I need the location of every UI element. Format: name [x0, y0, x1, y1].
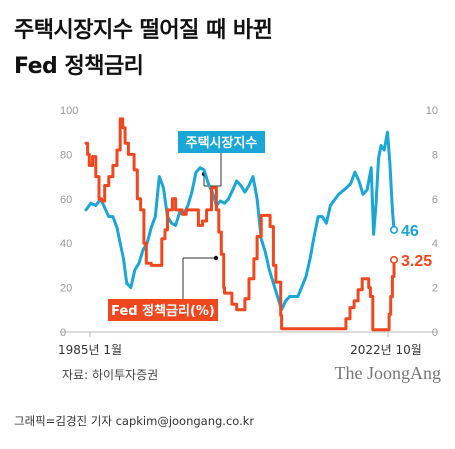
y-right-tick-label: 0 — [432, 327, 438, 339]
x-end-label: 2022년 10월 — [350, 343, 422, 357]
y-left-tick-label: 20 — [60, 283, 72, 295]
y-left-tick-label: 40 — [60, 238, 72, 250]
housing-label-box — [178, 131, 265, 153]
source-note: 자료: 하이투자증권 — [62, 368, 159, 382]
y-left-tick-label: 100 — [60, 105, 78, 117]
y-right-tick-label: 10 — [426, 105, 438, 117]
y-left-tick-label: 0 — [60, 327, 66, 339]
y-left-tick-label: 60 — [60, 194, 72, 206]
y-left-tick-label: 80 — [60, 149, 72, 161]
y-right-tick-label: 4 — [432, 238, 438, 250]
y-right-tick-label: 6 — [432, 194, 438, 206]
y-right-tick-label: 8 — [432, 149, 438, 161]
fed-end-label: 3.25 — [401, 253, 432, 270]
graphic-credit: 그래픽=김경진 기자 capkim@joongang.co.kr — [14, 414, 255, 428]
housing-end-point — [389, 225, 398, 234]
fed-leader-dot — [213, 255, 219, 261]
fed-label-box — [108, 299, 218, 321]
housing-annotation: 주택시장지수 — [178, 131, 265, 187]
fed-end-point — [389, 255, 398, 264]
series-layer: 463.25 — [84, 117, 432, 332]
brand-logo: The JoongAng — [334, 363, 442, 383]
chart-title-line-2: Fed 정책금리 — [14, 54, 144, 79]
housing-series-line — [84, 130, 396, 312]
fed-series-line — [84, 117, 396, 332]
housing-label: 주택시장지수 — [186, 135, 258, 151]
fed-annotation: Fed 정책금리(%) — [108, 255, 219, 321]
housing-end-label: 46 — [401, 223, 419, 240]
y-right-tick-label: 2 — [432, 283, 438, 295]
x-start-label: 1985년 1월 — [58, 343, 122, 357]
chart-title-line-1: 주택시장지수 떨어질 때 바뀐 — [14, 18, 273, 43]
fed-label: Fed 정책금리(%) — [111, 303, 215, 319]
